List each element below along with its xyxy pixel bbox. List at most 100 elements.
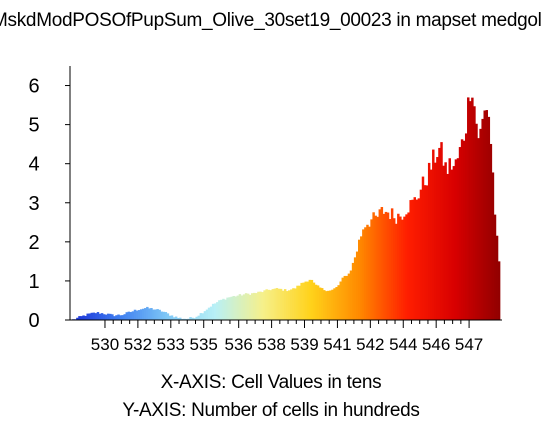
y-axis-ticks: 0 1 2 3 4 5 6 (28, 76, 70, 332)
histogram-bar (294, 288, 297, 320)
histogram-bar (135, 310, 139, 320)
histogram-bar (133, 309, 137, 320)
x-tick-label: 532 (124, 335, 152, 354)
x-tick-label: 539 (290, 335, 318, 354)
histogram-bar (399, 216, 402, 320)
histogram-bar (104, 314, 108, 320)
histogram-bar (226, 297, 229, 320)
histogram-bar (84, 315, 87, 320)
histogram-bar (201, 313, 205, 320)
histogram-bar (203, 311, 207, 320)
histogram-bar (115, 315, 118, 320)
histogram-bar (242, 294, 246, 320)
histogram-plot: 0 1 2 3 4 5 6 530 532 533 535 536 538 539 541 542 544 54… (28, 66, 502, 354)
histogram-bar (427, 162, 431, 320)
histogram-bar (197, 315, 200, 320)
histogram-bar (382, 213, 386, 320)
histogram-bar (123, 314, 126, 320)
y-tick-label: 3 (28, 193, 39, 215)
histogram-bar (96, 312, 100, 320)
histogram-bar (290, 289, 293, 320)
x-tick-label: 544 (389, 335, 417, 354)
histogram-bar (341, 277, 344, 320)
histogram-bar (351, 262, 355, 320)
histogram-bar (376, 216, 379, 320)
histogram-bar (228, 297, 231, 320)
histogram-bar (325, 291, 328, 320)
histogram-bar (113, 316, 116, 320)
histogram-bar (166, 313, 170, 320)
histogram-bar (269, 290, 272, 320)
histogram-bar (281, 290, 285, 320)
histogram-bar (477, 138, 480, 320)
chart-title: MskdModPOSOfPupSum_Olive_30set19_00023 i… (0, 10, 542, 31)
histogram-bar (425, 185, 429, 320)
histogram-bar (327, 290, 330, 320)
histogram-bar (485, 110, 488, 320)
histogram-bar (129, 312, 133, 320)
histogram-bar (240, 295, 244, 320)
x-tick-label: 533 (157, 335, 185, 354)
histogram-bar (230, 296, 233, 320)
histogram-bar (193, 318, 196, 320)
histogram-bar (236, 295, 240, 320)
y-tick-label: 6 (28, 76, 39, 98)
histogram-bar (288, 290, 291, 320)
histogram-bar (183, 318, 186, 320)
x-tick-label: 546 (422, 335, 450, 354)
histogram-bar (302, 282, 305, 320)
histogram-bar (487, 116, 491, 320)
histogram-bar (495, 235, 499, 320)
histogram-bar (119, 315, 122, 320)
histogram-bar (86, 313, 89, 320)
histogram-bar (386, 212, 390, 320)
histogram-bar (337, 285, 340, 320)
histogram-bar (220, 299, 223, 320)
histogram-bar (257, 291, 260, 320)
histogram-bar (442, 165, 445, 320)
histogram-bar (146, 306, 149, 320)
histogram-bar (473, 106, 476, 320)
histogram-bar (436, 157, 439, 320)
x-tick-label: 542 (356, 335, 384, 354)
histogram-bar (458, 147, 462, 320)
histogram-bar (265, 289, 268, 320)
histogram-bar (174, 316, 178, 320)
histogram-bar (187, 318, 190, 320)
histogram-bar (164, 312, 168, 320)
histogram-bar (366, 224, 369, 320)
histogram-bar (261, 292, 264, 320)
histogram-bar (314, 284, 318, 320)
x-tick-label: 538 (257, 335, 285, 354)
histogram-bar (218, 300, 221, 320)
histogram-bar (378, 209, 382, 320)
histogram-bar (195, 316, 198, 320)
x-tick-label: 547 (455, 335, 483, 354)
histogram-bar (456, 158, 460, 320)
histogram-bar (413, 197, 416, 320)
histogram-bar (109, 313, 112, 320)
histogram-bar (345, 275, 349, 320)
histogram-bar (380, 207, 384, 320)
histogram-bar (259, 291, 262, 320)
histogram-bar (199, 313, 203, 320)
x-axis-ticks: 530 532 533 535 536 538 539 541 542 544 546 547 (91, 320, 483, 354)
histogram-bar (144, 308, 147, 320)
y-tick-label: 5 (28, 115, 39, 137)
histogram-bar (273, 288, 277, 320)
histogram-bar (329, 290, 332, 320)
histogram-bar (353, 257, 357, 320)
histogram-bar (364, 227, 367, 320)
histogram-bar (368, 226, 371, 320)
histogram-bars (72, 97, 501, 321)
histogram-bar (209, 306, 213, 320)
histogram-bar (360, 236, 363, 320)
histogram-bar (438, 147, 441, 320)
histogram-bar (111, 314, 114, 320)
histogram-bar (395, 223, 398, 320)
histogram-bar (207, 307, 211, 320)
histogram-bar (479, 128, 482, 320)
x-tick-label: 541 (323, 335, 351, 354)
histogram-bar (255, 293, 258, 320)
histogram-bar (419, 189, 423, 320)
